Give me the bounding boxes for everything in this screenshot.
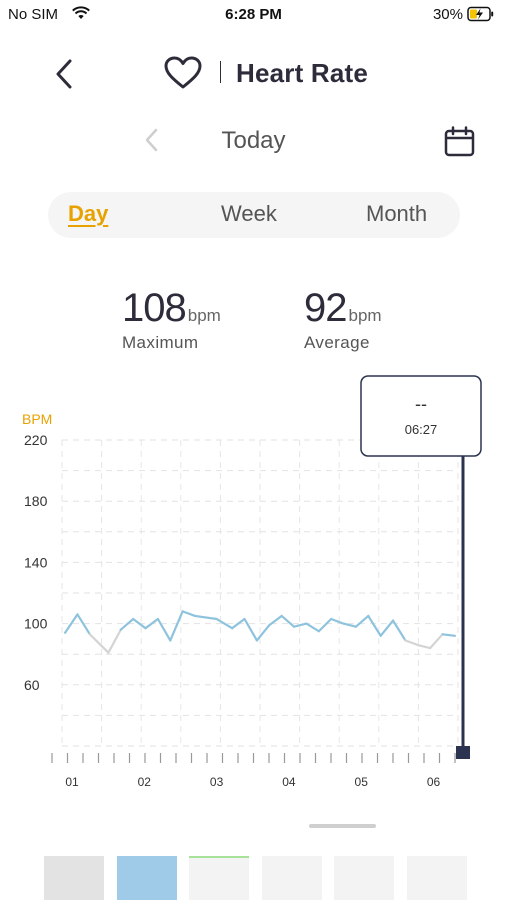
header-divider [220,61,221,83]
average-stat: 92 bpm Average [304,286,382,353]
heart-rate-line-segment [268,614,283,627]
heart-rate-line-segment [76,613,91,636]
heart-rate-line-segment [144,617,160,630]
heart-rate-chart[interactable]: BPM 220 180 140 100 60 01 02 03 04 05 06 -- 06:27 [0,370,507,800]
previous-day-button[interactable] [138,124,164,156]
tab-week[interactable]: Week [221,201,277,226]
heart-rate-line-segment [193,614,218,621]
y-axis-title: BPM [22,411,52,427]
back-button[interactable] [48,56,80,92]
maximum-stat: 108 bpm Maximum [122,286,221,353]
heart-rate-line-segment [107,628,122,654]
period-tabs: Day Week Month [48,192,460,238]
average-label: Average [304,333,370,352]
heart-rate-line-segment [280,614,296,628]
chart-thumbnail[interactable] [261,856,322,900]
tab-day[interactable]: Day [68,201,109,226]
maximum-value: 108 [122,286,187,330]
x-tick-label: 04 [282,775,296,789]
heart-rate-line-segment [231,617,246,630]
heart-rate-line-segment [416,643,432,650]
heart-rate-line-segment [156,617,172,642]
chevron-left-icon [145,128,158,152]
heart-rate-line-segment [330,617,345,625]
chart-thumbnail[interactable] [406,856,467,900]
chart-thumbnail-strip [0,854,507,900]
heart-rate-line-segment [243,617,259,642]
date-label: Today [221,127,286,154]
y-tick-label: 60 [24,677,40,693]
wifi-icon [72,6,90,19]
tooltip-time: 06:27 [405,422,438,437]
status-bar: No SIM 6:28 PM 30% [0,0,507,30]
time-cursor-handle[interactable] [456,746,470,759]
maximum-unit: bpm [187,306,221,325]
heart-rate-line-segment [354,614,370,628]
y-tick-label: 100 [24,616,48,632]
heart-rate-line-segment [404,639,419,647]
heart-rate-line-segment [379,619,395,637]
heart-rate-line-segment [367,614,382,637]
heart-rate-line-segment [317,617,333,633]
heart-rate-line-segment [255,624,271,642]
heart-rate-line-segment [441,633,457,637]
x-tick-label: 05 [355,775,369,789]
x-tick-label: 06 [427,775,441,789]
heart-rate-line-segment [169,610,184,642]
page-title: Heart Rate [236,58,369,88]
tooltip-value: -- [415,394,427,414]
calendar-icon[interactable] [443,125,477,159]
heart-rate-line-segment [181,610,197,618]
heart-rate-line-segment [391,619,407,642]
battery-charging-icon [467,6,494,22]
heart-rate-line-segment [305,622,320,633]
chart-thumbnail[interactable] [116,856,177,900]
x-tick-label: 01 [65,775,79,789]
scroll-indicator [309,824,376,828]
x-tick-label: 03 [210,775,224,789]
x-tick-label: 02 [138,775,152,789]
heart-rate-line-segment [119,617,135,631]
battery-percent: 30% [432,6,463,23]
y-tick-label: 140 [24,554,48,570]
carrier-label: No SIM [8,6,59,23]
chart-thumbnail[interactable] [334,856,394,900]
heart-icon[interactable] [163,55,203,91]
average-unit: bpm [348,306,382,325]
y-tick-label: 220 [24,432,48,448]
tab-month[interactable]: Month [366,201,428,226]
clock-time: 6:28 PM [225,6,282,23]
average-value: 92 [304,286,347,330]
maximum-label: Maximum [122,333,199,352]
heart-rate-line-segment [215,617,234,630]
chart-thumbnail[interactable] [44,856,104,900]
heart-rate-line-segment [342,622,358,628]
chevron-left-icon [56,59,72,89]
heart-rate-line-segment [132,617,147,630]
chart-thumbnail[interactable] [189,856,249,900]
heart-rate-line-segment [88,633,110,654]
heart-rate-line-segment [63,613,79,634]
tooltip-box [360,375,482,457]
y-tick-label: 180 [24,493,48,509]
heart-rate-line-segment [429,633,444,650]
heart-rate-line-segment [292,622,308,628]
